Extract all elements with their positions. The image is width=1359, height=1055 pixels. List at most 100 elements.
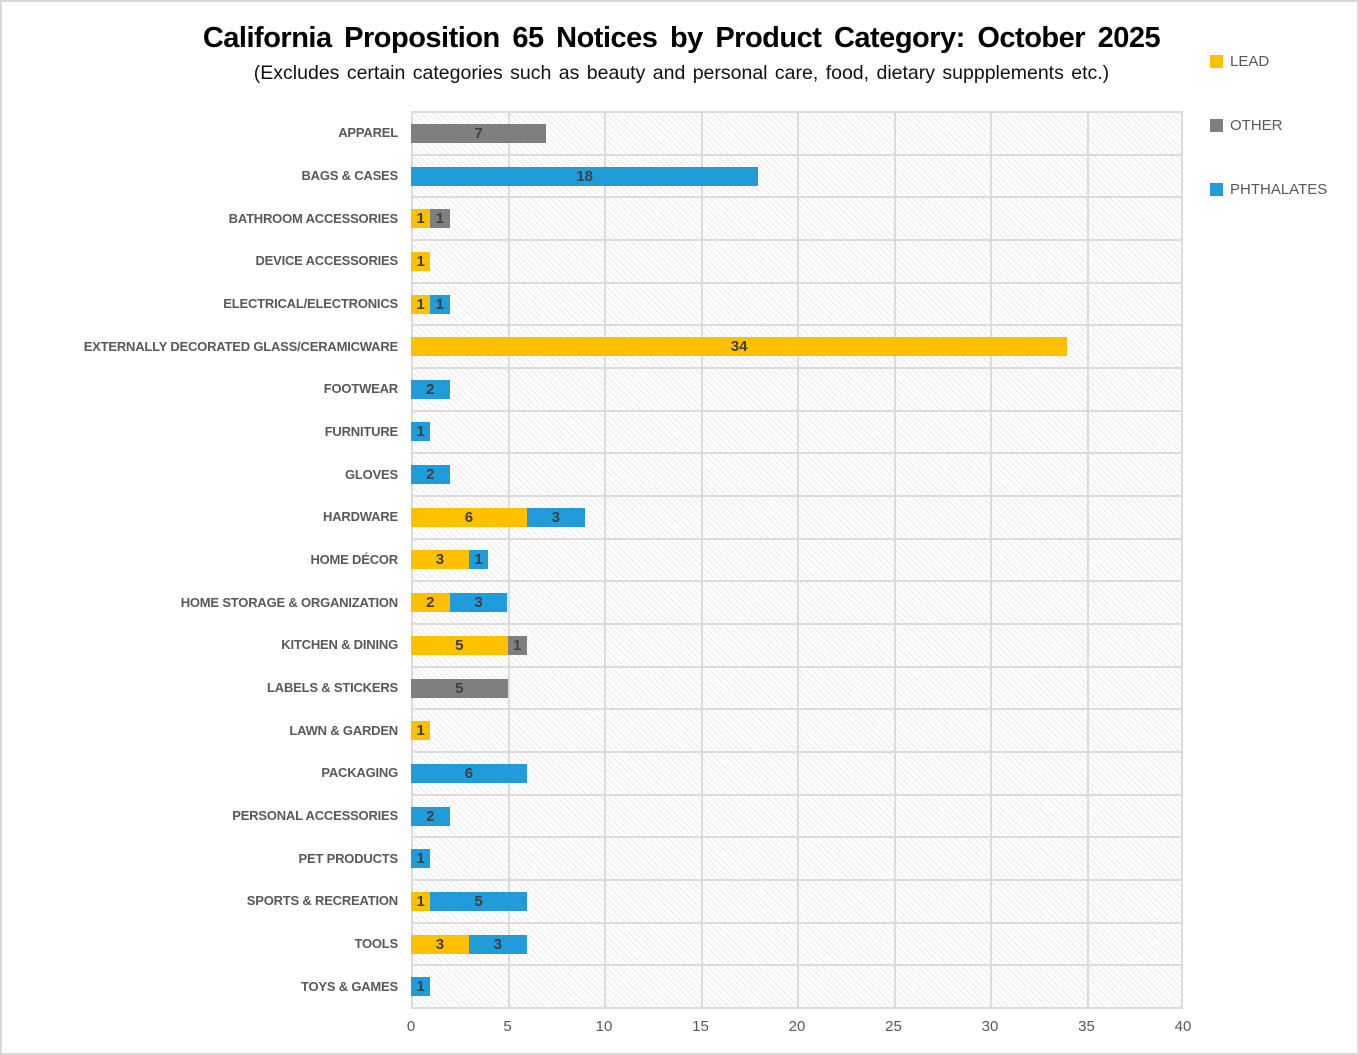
bar-value-label: 1 xyxy=(512,637,522,654)
category-label: HOME STORAGE & ORGANIZATION xyxy=(180,595,398,610)
x-tick-label: 25 xyxy=(885,1018,902,1035)
legend-swatch-icon xyxy=(1210,182,1223,196)
bar-segment-phthalates: 3 xyxy=(449,593,508,612)
x-tick-label: 20 xyxy=(788,1018,806,1035)
bar-value-label: 6 xyxy=(464,765,474,782)
legend-swatch-icon xyxy=(1210,54,1223,68)
legend-swatch-icon xyxy=(1210,118,1223,132)
bar-segment-phthalates: 1 xyxy=(411,849,431,868)
bar-segment-phthalates: 1 xyxy=(430,295,450,314)
category-label: EXTERNALLY DECORATED GLASS/CERAMICWARE xyxy=(83,339,398,354)
x-tick-label: 40 xyxy=(1174,1018,1192,1035)
bar-segment-lead: 1 xyxy=(411,209,431,228)
bar-value-label: 3 xyxy=(493,936,502,953)
gridline-vertical xyxy=(508,112,510,1008)
bar-value-label: 5 xyxy=(474,893,483,910)
bar-value-label: 1 xyxy=(435,296,445,313)
bar-segment-lead: 34 xyxy=(411,337,1068,356)
bar-segment-phthalates: 1 xyxy=(411,977,431,996)
x-tick-label: 15 xyxy=(692,1018,709,1035)
chart-subtitle: (Excludes certain categories such as bea… xyxy=(253,62,1110,84)
x-tick-label: 5 xyxy=(503,1018,512,1035)
bar-segment-lead: 5 xyxy=(411,636,508,655)
x-tick-label: 35 xyxy=(1078,1018,1095,1035)
bar-segment-phthalates: 2 xyxy=(411,807,450,826)
category-label: HOME DÉCOR xyxy=(310,552,398,567)
category-label: LAWN & GARDEN xyxy=(289,723,398,738)
bar-value-label: 2 xyxy=(426,594,435,611)
bar-value-label: 3 xyxy=(435,551,445,568)
bar-value-label: 1 xyxy=(416,893,425,910)
category-label: FURNITURE xyxy=(324,424,399,439)
bar-row: 5 xyxy=(411,679,508,698)
category-label: BAGS & CASES xyxy=(301,168,398,183)
x-tick-label: 30 xyxy=(981,1018,999,1035)
bar-row: 34 xyxy=(411,337,1068,356)
category-label: GLOVES xyxy=(345,467,398,482)
category-label: LABELS & STICKERS xyxy=(267,680,398,695)
bar-row: 1 xyxy=(411,977,431,996)
legend-item-other: OTHER xyxy=(1210,116,1283,134)
bar-segment-phthalates: 3 xyxy=(526,508,585,527)
bar-segment-lead: 1 xyxy=(411,892,431,911)
bar-segment-other: 1 xyxy=(507,636,527,655)
bar-value-label: 1 xyxy=(416,253,425,270)
bar-segment-other: 5 xyxy=(411,679,508,698)
bar-row: 1 xyxy=(411,422,431,441)
category-label: APPAREL xyxy=(338,125,398,140)
x-tick-label: 0 xyxy=(406,1018,416,1035)
gridline-vertical xyxy=(894,112,896,1008)
legend-label: LEAD xyxy=(1230,52,1270,70)
bar-row: 18 xyxy=(411,167,759,186)
legend-item-phthalates: PHTHALATES xyxy=(1210,180,1327,198)
bar-value-label: 1 xyxy=(416,296,425,313)
bar-segment-lead: 1 xyxy=(411,295,431,314)
bar-value-label: 2 xyxy=(426,466,435,483)
chart-title: California Proposition 65 Notices by Pro… xyxy=(202,22,1161,54)
category-label: PACKAGING xyxy=(321,765,398,780)
bar-value-label: 5 xyxy=(455,680,464,697)
bar-value-label: 3 xyxy=(474,594,483,611)
bar-row: 1 xyxy=(411,721,431,740)
category-label: TOOLS xyxy=(354,936,398,951)
bar-segment-lead: 2 xyxy=(411,593,450,612)
bar-value-label: 34 xyxy=(730,338,748,355)
gridline-vertical xyxy=(1087,112,1089,1008)
gridline-vertical xyxy=(701,112,703,1008)
bar-segment-phthalates: 1 xyxy=(411,422,431,441)
bar-value-label: 7 xyxy=(474,125,483,142)
gridline-horizontal xyxy=(411,1007,1183,1009)
bar-row: 7 xyxy=(411,124,547,143)
bar-segment-phthalates: 3 xyxy=(468,935,527,954)
bar-row: 6 xyxy=(411,764,527,783)
bar-segment-lead: 6 xyxy=(411,508,527,527)
bar-row: 2 xyxy=(411,807,450,826)
bar-segment-phthalates: 6 xyxy=(411,764,527,783)
bar-value-label: 3 xyxy=(551,509,560,526)
bar-segment-phthalates: 2 xyxy=(411,465,450,484)
bar-value-label: 1 xyxy=(416,722,425,739)
bar-segment-phthalates: 18 xyxy=(411,167,759,186)
gridline-vertical xyxy=(604,112,606,1008)
plot-area: 7 18 1 1 1 1 1 34 2 1 2 6 3 3 1 2 3 5 1 5 1 6 2 1 1 5 3 3 1 xyxy=(411,111,1183,1009)
bar-segment-lead: 1 xyxy=(411,252,431,271)
bar-value-label: 6 xyxy=(464,509,474,526)
bar-value-label: 3 xyxy=(435,936,445,953)
bar-row: 1 xyxy=(411,252,431,271)
bar-row: 2 xyxy=(411,380,450,399)
bar-segment-phthalates: 1 xyxy=(468,550,489,569)
bar-segment-lead: 3 xyxy=(411,550,469,569)
category-label: PERSONAL ACCESSORIES xyxy=(232,808,398,823)
category-label: PET PRODUCTS xyxy=(298,851,399,866)
category-label: ELECTRICAL/ELECTRONICS xyxy=(223,296,398,311)
category-label: KITCHEN & DINING xyxy=(281,637,398,652)
bar-value-label: 18 xyxy=(576,168,594,185)
bar-value-label: 1 xyxy=(416,210,425,227)
